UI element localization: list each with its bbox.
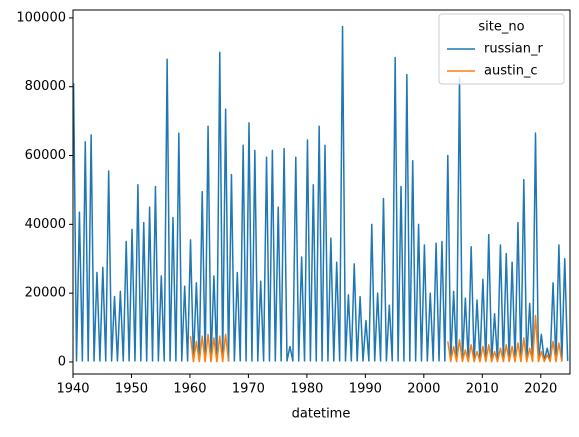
plot-frame (72, 9, 571, 375)
legend-label: austin_c (484, 64, 538, 79)
line-layer (73, 25, 569, 363)
series-line (73, 25, 569, 362)
x-tick-label: 1940 (56, 382, 89, 397)
series-line (189, 314, 563, 363)
x-tick-label: 1970 (232, 382, 265, 397)
x-tick-label: 1950 (115, 382, 148, 397)
legend-box (438, 13, 565, 85)
x-tick-label: 2010 (466, 382, 499, 397)
x-tick-label: 1960 (173, 382, 206, 397)
y-tick-label: 100000 (16, 10, 66, 25)
legend-label: russian_r (484, 42, 543, 57)
y-tick-label: 20000 (25, 286, 66, 301)
y-tick-label: 0 (58, 354, 66, 369)
x-axis-label: datetime (292, 407, 351, 422)
legend-title: site_no (478, 20, 524, 35)
y-tick-label: 80000 (25, 79, 66, 94)
x-tick-label: 1980 (290, 382, 323, 397)
y-tick-label: 60000 (25, 148, 66, 163)
x-tick-label: 2000 (407, 382, 440, 397)
x-tick-label: 1990 (349, 382, 382, 397)
x-tick-label: 2020 (524, 382, 557, 397)
tick-layer: 0 20000 40000 60000 80000 100000 1940 1950 1960 1… (16, 10, 557, 396)
legend: site_no russian_r austin_c (438, 13, 565, 85)
y-tick-label: 40000 (25, 217, 66, 232)
